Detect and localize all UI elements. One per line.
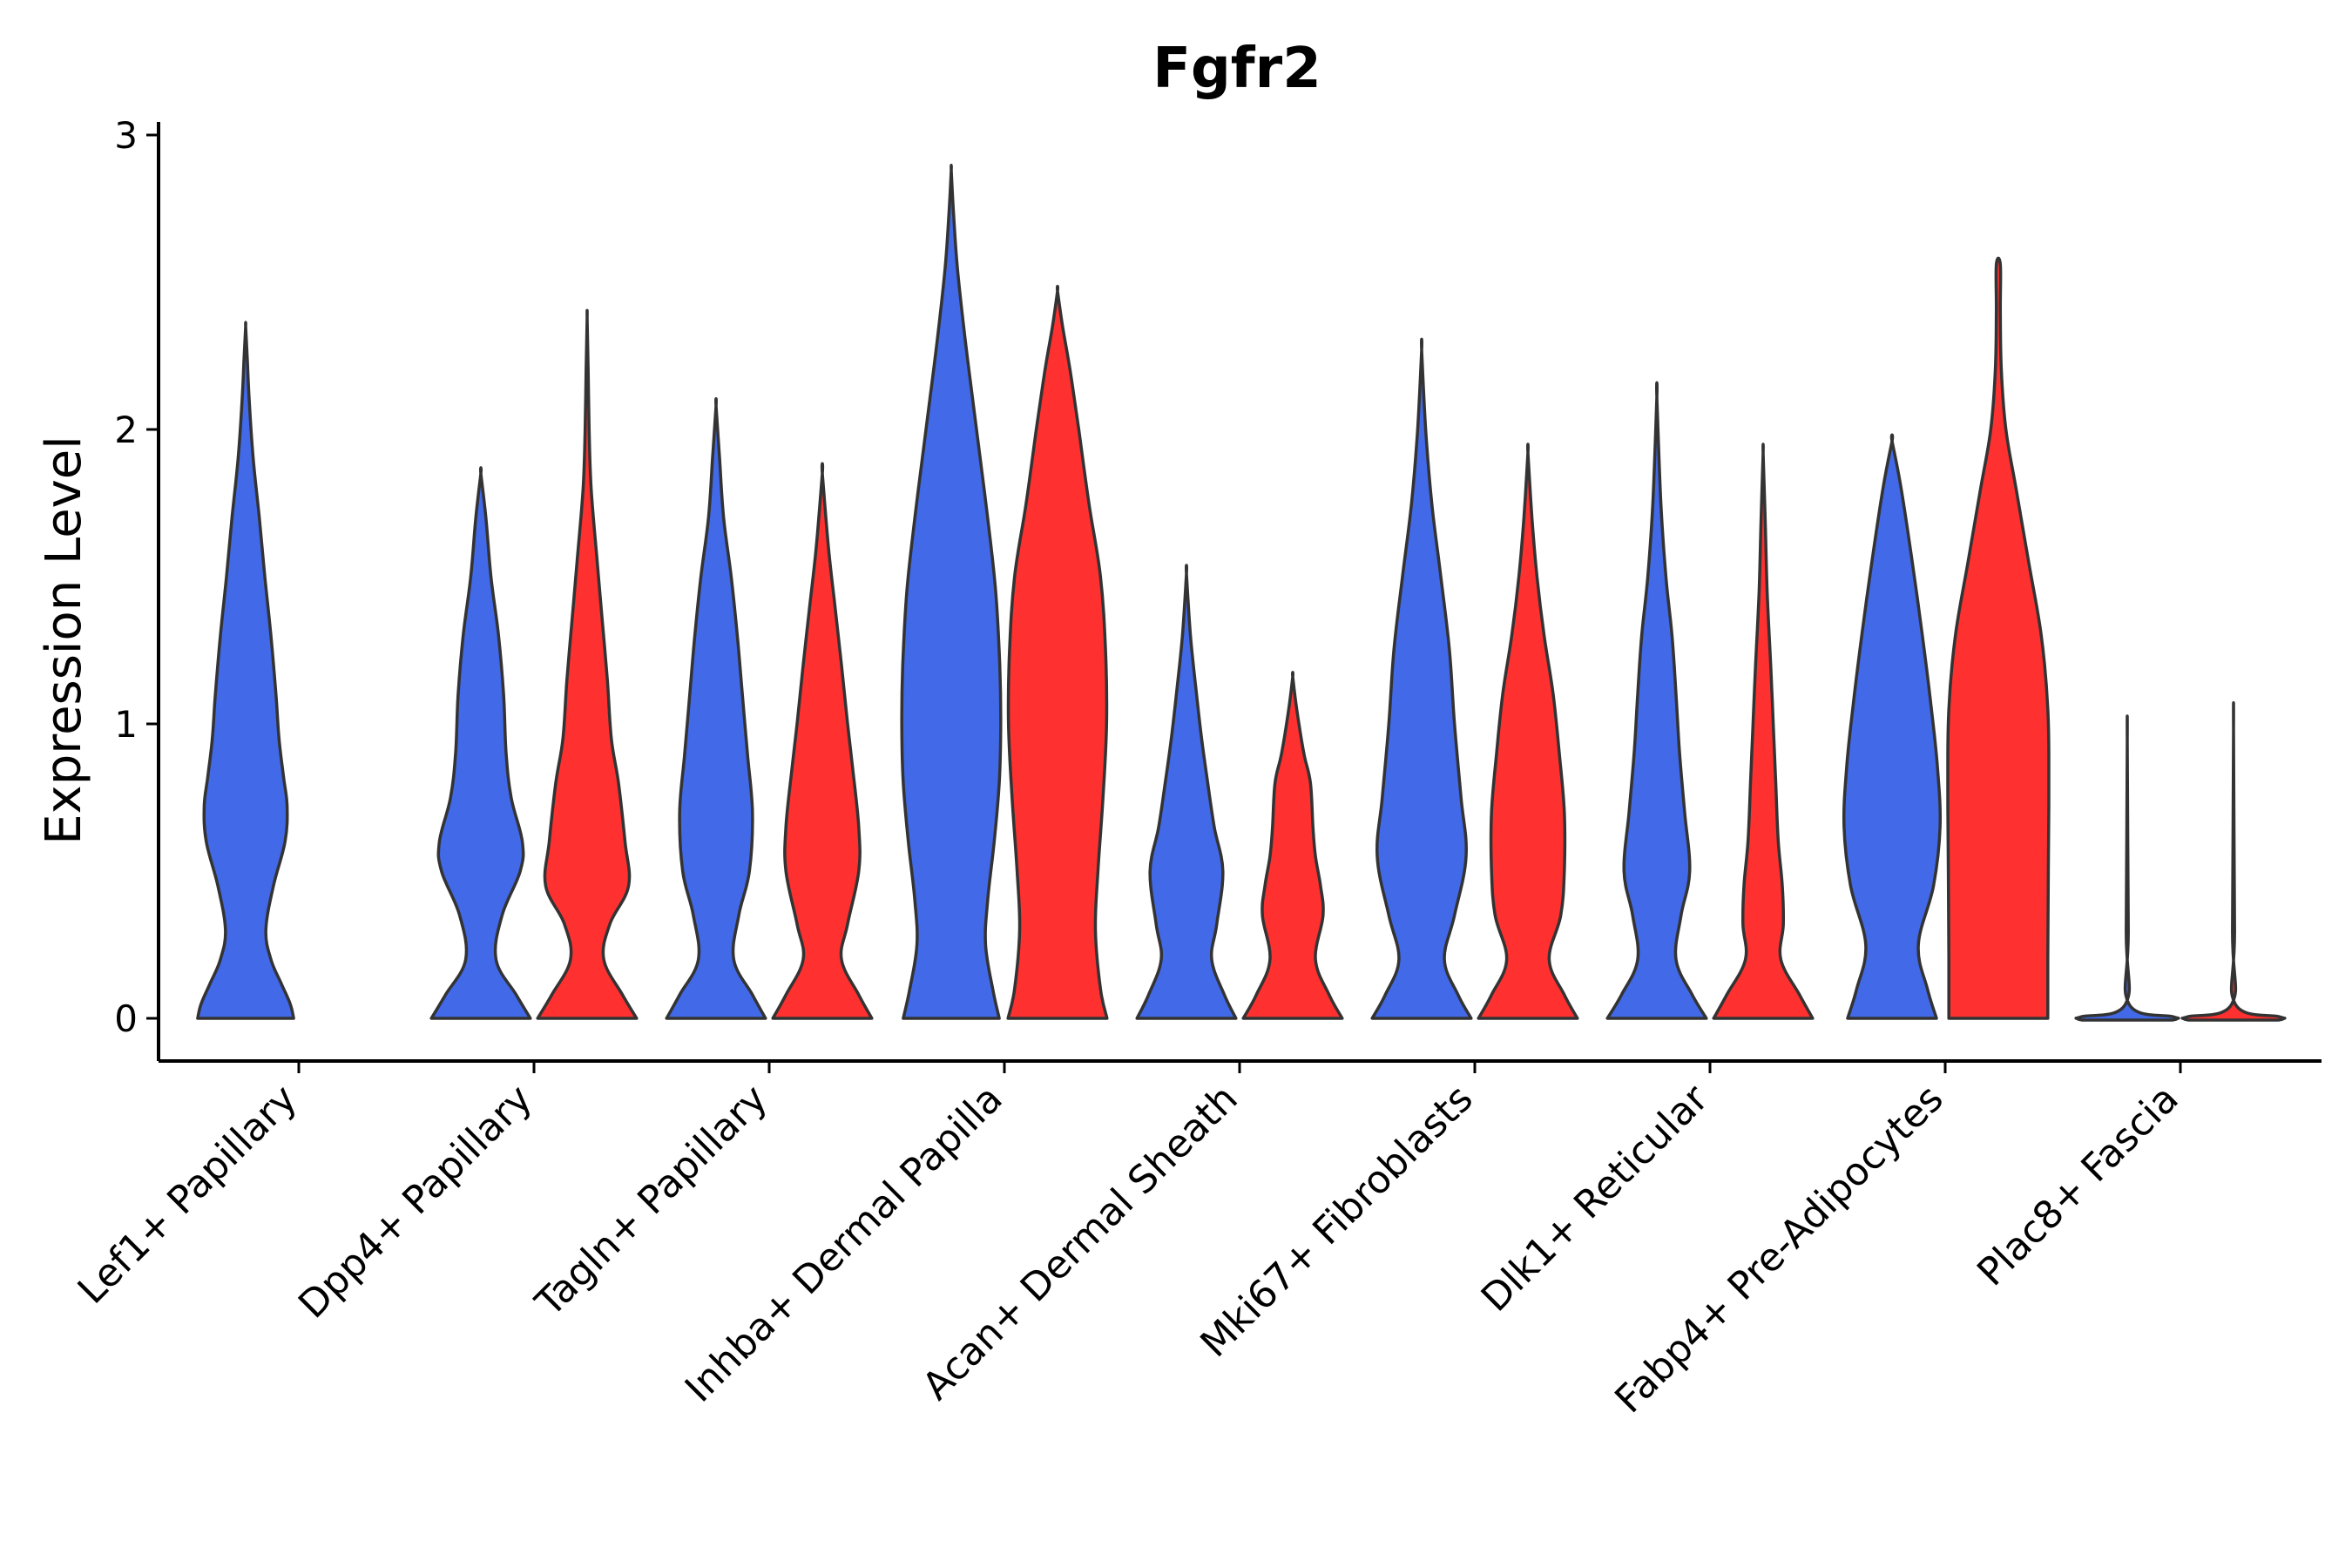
violin-1-a (429, 466, 532, 1020)
violin-7-a (1842, 433, 1943, 1020)
violin-3-a (900, 163, 1003, 1020)
violin-3-b (1006, 284, 1109, 1020)
y-axis: 0 1 2 3 (114, 114, 160, 1061)
x-tick-label: Plac8+ Fascia (1969, 1077, 2187, 1295)
violin-0-a (196, 321, 295, 1020)
violin-5-b (1477, 443, 1579, 1020)
violins-group (196, 163, 2287, 1022)
x-tick-label: Dpp4+ Papillary (290, 1077, 541, 1328)
violin-4-b (1241, 671, 1344, 1020)
x-tick-label: Dlk1+ Reticular (1473, 1076, 1718, 1321)
y-tick-label: 1 (114, 703, 138, 746)
y-axis-label: Expression Level (36, 436, 92, 845)
violin-8-a (2074, 714, 2180, 1022)
violin-6-b (1712, 443, 1815, 1020)
violin-2-a (665, 397, 767, 1020)
violin-6-a (1605, 381, 1708, 1020)
violin-5-a (1370, 337, 1473, 1020)
violin-8-b (2180, 701, 2287, 1022)
x-tick-label: Lef1+ Papillary (70, 1077, 306, 1313)
violin-1-b (536, 308, 639, 1020)
x-tick-label: Tagln+ Papillary (527, 1077, 776, 1326)
violin-7-b (1946, 256, 2051, 1020)
chart-title: Fgfr2 (1152, 37, 1321, 101)
y-tick-label: 0 (114, 997, 138, 1040)
violin-2-b (771, 462, 874, 1020)
violin-4-a (1135, 564, 1238, 1020)
x-tick-label: Mki67+ Fibroblasts (1192, 1077, 1481, 1366)
y-tick-label: 3 (114, 114, 138, 157)
y-tick-label: 2 (114, 409, 138, 451)
